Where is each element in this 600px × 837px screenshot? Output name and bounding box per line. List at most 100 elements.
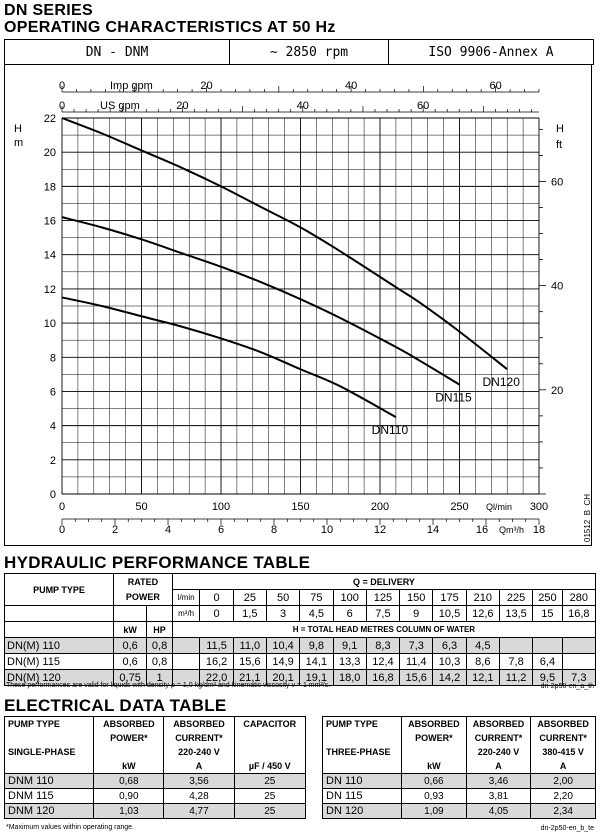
capacitor-cell: 25 — [233, 803, 306, 819]
standard-cell: ISO 9906-Annex A — [428, 44, 554, 60]
head-value-cell: 11,5 — [199, 637, 234, 654]
speed-cell: ~ 2850 rpm — [230, 40, 389, 64]
m3h-axis-tick: 8 — [271, 524, 277, 536]
el3-head-volt2: 380-415 V — [530, 745, 596, 759]
m3h-cell: 0 — [199, 605, 234, 622]
left-axis-tick: 22 — [44, 113, 56, 125]
pump-type-cell: DN(M) 115 — [4, 653, 114, 670]
left-axis-tick: 16 — [44, 216, 56, 228]
el3-empty — [321, 759, 403, 774]
hydraulic-ref: dn-2p50-en_a_th — [540, 683, 594, 690]
el1-empty — [3, 759, 95, 774]
lmin-axis-tick: 300 — [530, 501, 548, 513]
head-value-cell: 10,3 — [432, 653, 467, 670]
left-axis-tick: 12 — [44, 284, 56, 296]
spacer-cell — [171, 637, 201, 654]
el3-head-volt1: 220-240 V — [465, 745, 532, 759]
hyd-head-kw: kW — [112, 621, 148, 638]
electrical-three-table: PUMP TYPE ABSORBED ABSORBED ABSORBED POW… — [321, 716, 596, 819]
power-cell: 0,93 — [401, 788, 467, 804]
electrical-single-table: PUMP TYPE ABSORBED ABSORBED CAPACITOR PO… — [3, 716, 306, 819]
hyd-empty-cell — [4, 621, 114, 638]
power-cell: 0,68 — [93, 773, 165, 789]
capacitor-cell: 25 — [233, 788, 306, 804]
m3h-cell: 7,5 — [365, 605, 401, 622]
us-gpm-axis-label: US gpm — [100, 100, 140, 112]
current-400-cell: 2,34 — [530, 803, 596, 819]
imp-gpm-axis-tick: 40 — [345, 80, 357, 92]
el1-head-power: POWER* — [93, 731, 165, 745]
spacer-cell — [171, 669, 201, 686]
el3-head-abs2b: ABSORBED — [530, 716, 596, 731]
m3h-cell: 15 — [532, 605, 563, 622]
lmin-cell: 225 — [498, 589, 534, 606]
head-value-cell: 11,2 — [498, 669, 534, 686]
hyd-head-pump-type: PUMP TYPE — [4, 573, 114, 606]
head-value-cell: 18,0 — [332, 669, 367, 686]
el3-head-power: POWER* — [401, 731, 467, 745]
hyd-head-power: POWER — [113, 589, 173, 606]
head-value-cell: 16,8 — [365, 669, 401, 686]
el3-empty — [321, 731, 403, 745]
el3-head-a2: A — [530, 759, 596, 774]
hyd-head-m3h: m³/h — [171, 605, 201, 622]
head-value-cell: 9,8 — [299, 637, 334, 654]
hyd-head-lmin: l/min — [171, 589, 201, 606]
current-cell: 3,56 — [163, 773, 235, 789]
lmin-cell: 250 — [532, 589, 563, 606]
table-row: DN 115 0,93 3,81 2,20 — [321, 788, 596, 804]
curve-label-dn110: DN110 — [372, 423, 409, 437]
pump-type-cell: DN(M) 120 — [4, 669, 114, 686]
head-value-cell: 11,0 — [232, 637, 267, 654]
left-axis-tick: 0 — [50, 489, 56, 501]
current-230-cell: 4,05 — [465, 803, 532, 819]
m3h-cell: 16,8 — [561, 605, 597, 622]
current-cell: 4,77 — [163, 803, 235, 819]
us-gpm-axis-tick: 40 — [297, 100, 309, 112]
left-axis-tick: 6 — [50, 386, 56, 398]
el1-empty — [3, 731, 95, 745]
hyd-empty-cell — [112, 605, 148, 622]
head-value-cell — [532, 637, 563, 654]
right-axis-tick: 40 — [551, 281, 563, 293]
m3h-cell: 3 — [265, 605, 301, 622]
lmin-cell: 125 — [365, 589, 401, 606]
head-value-cell: 15,6 — [399, 669, 434, 686]
m3h-axis-tick: 16 — [476, 524, 488, 536]
m3h-cell: 12,6 — [465, 605, 500, 622]
power-cell: 1,03 — [93, 803, 165, 819]
m3h-axis-tick: 6 — [218, 524, 224, 536]
left-axis-tick: 18 — [44, 181, 56, 193]
electrical-ref: dn-2p50-en_b_te — [540, 825, 594, 832]
hp-cell: 0,8 — [146, 653, 173, 670]
current-230-cell: 3,46 — [465, 773, 532, 789]
info-bar: DN - DNM ~ 2850 rpm ISO 9906-Annex A — [4, 39, 594, 65]
head-value-cell: 10,4 — [265, 637, 301, 654]
kw-cell: 0,6 — [112, 637, 148, 654]
m3h-axis-tick: 0 — [59, 524, 65, 536]
pump-type-cell: DNM 115 — [3, 788, 95, 804]
el3-head-abs2a: ABSORBED — [465, 716, 532, 731]
m3h-cell: 1,5 — [232, 605, 267, 622]
m3h-axis-tick: 14 — [427, 524, 439, 536]
el3-head-phase: THREE-PHASE — [321, 745, 403, 759]
table-row: DNM 110 0,68 3,56 25 — [3, 773, 306, 789]
power-cell: 0,66 — [401, 773, 467, 789]
el1-head-pump-type: PUMP TYPE — [3, 716, 95, 731]
page-title: DN SERIES OPERATING CHARACTERISTICS AT 5… — [4, 2, 336, 36]
m3h-axis-tick: 2 — [112, 524, 118, 536]
table-row: DN(M) 110 0,6 0,8 11,5 11,0 10,4 9,8 9,1 8,3 7,3 6… — [4, 637, 597, 654]
head-value-cell: 13,3 — [332, 653, 367, 670]
pump-type-cell: DN 110 — [321, 773, 403, 789]
table-row: DN 110 0,66 3,46 2,00 — [321, 773, 596, 789]
el3-head-kw: kW — [401, 759, 467, 774]
el3-empty — [401, 745, 467, 759]
head-value-cell: 19,1 — [299, 669, 334, 686]
lmin-cell: 50 — [265, 589, 301, 606]
curve-label-dn115: DN115 — [435, 391, 472, 405]
m3h-axis-label: Qm³/h — [499, 525, 524, 535]
current-230-cell: 3,81 — [465, 788, 532, 804]
head-value-cell: 6,3 — [432, 637, 467, 654]
model-cell: DN - DNM — [5, 40, 230, 64]
